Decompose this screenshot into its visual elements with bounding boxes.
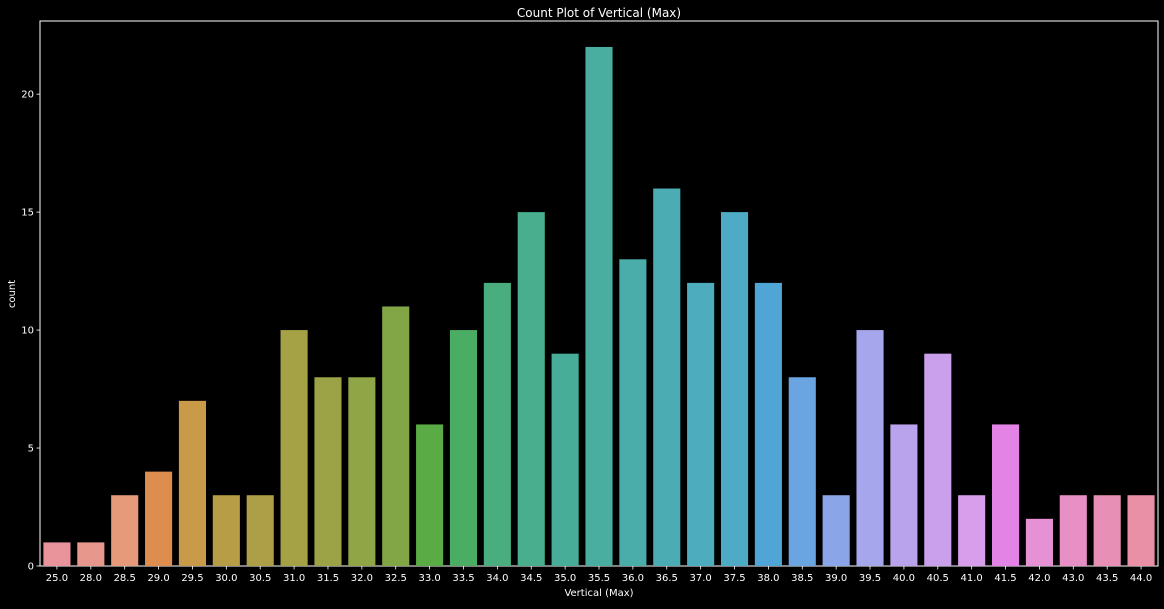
x-tick-label: 28.5: [114, 573, 136, 584]
y-tick-label: 5: [28, 444, 34, 455]
bar-36.0: [619, 259, 647, 566]
x-tick-label: 41.0: [961, 573, 983, 584]
x-tick-label: 37.0: [690, 573, 712, 584]
bar-31.5: [314, 377, 342, 566]
x-axis-title: Vertical (Max): [564, 588, 633, 599]
bar-38.0: [754, 282, 782, 566]
bar-35.5: [585, 46, 613, 566]
bar-44.0: [1127, 495, 1155, 566]
y-axis-title: count: [7, 280, 18, 308]
bar-39.0: [822, 495, 850, 566]
x-tick-label: 30.0: [215, 573, 237, 584]
x-tick-label: 41.5: [994, 573, 1016, 584]
x-tick-label: 43.5: [1096, 573, 1118, 584]
bar-33.0: [416, 424, 444, 566]
chart-title: Count Plot of Vertical (Max): [517, 6, 681, 20]
x-tick-label: 32.5: [385, 573, 407, 584]
x-tick-label: 40.0: [893, 573, 915, 584]
bar-40.0: [890, 424, 918, 566]
bar-28.5: [111, 495, 139, 566]
x-tick-label: 35.0: [554, 573, 576, 584]
bars-group: [43, 46, 1155, 567]
x-tick-label: 40.5: [927, 573, 949, 584]
y-tick-label: 20: [21, 90, 34, 101]
bar-42.0: [1025, 518, 1053, 566]
bar-31.0: [280, 330, 308, 566]
bar-34.5: [517, 212, 545, 567]
bar-37.5: [720, 212, 749, 567]
bar-41.5: [991, 424, 1020, 566]
x-tick-label: 31.5: [317, 573, 339, 584]
x-tick-label: 38.5: [791, 573, 813, 584]
x-tick-label: 38.0: [757, 573, 779, 584]
bar-25.0: [43, 542, 71, 566]
y-tick-label: 10: [21, 326, 34, 337]
bar-32.0: [348, 377, 376, 566]
bar-43.5: [1093, 495, 1121, 566]
bar-37.0: [687, 282, 715, 566]
x-tick-label: 33.5: [452, 573, 474, 584]
y-tick-label: 15: [21, 208, 34, 219]
x-tick-label: 36.5: [656, 573, 678, 584]
x-tick-label: 29.5: [181, 573, 203, 584]
x-tick-label: 36.0: [622, 573, 644, 584]
bar-41.0: [958, 495, 986, 566]
x-tick-label: 30.5: [249, 573, 271, 584]
x-tick-label: 34.5: [520, 573, 542, 584]
x-tick-label: 34.0: [486, 573, 508, 584]
x-tick-label: 29.0: [147, 573, 169, 584]
x-tick-label: 33.0: [418, 573, 440, 584]
bar-43.0: [1059, 495, 1087, 566]
x-tick-label: 32.0: [351, 573, 373, 584]
x-tick-label: 31.0: [283, 573, 305, 584]
x-tick-label: 39.0: [825, 573, 847, 584]
bar-40.5: [924, 353, 952, 566]
bar-29.0: [145, 471, 173, 566]
x-tick-label: 43.0: [1062, 573, 1084, 584]
x-tick-label: 35.5: [588, 573, 610, 584]
bar-36.5: [653, 188, 681, 567]
x-tick-label: 28.0: [80, 573, 102, 584]
bar-28.0: [77, 542, 105, 566]
bar-29.5: [178, 400, 207, 566]
x-axis-ticks: 25.0 28.0 28.5 29.0 29.5 30.0 30.5 31.0 31.5 32.0…: [46, 566, 1152, 584]
bar-39.5: [856, 330, 884, 566]
bar-30.0: [212, 495, 240, 566]
bar-38.5: [788, 377, 816, 566]
bar-34.0: [483, 282, 511, 566]
y-axis-ticks: 0 5 10 15 20: [21, 90, 40, 573]
x-tick-label: 39.5: [859, 573, 881, 584]
bar-35.0: [551, 353, 579, 566]
bar-33.5: [449, 330, 478, 566]
x-tick-label: 44.0: [1130, 573, 1152, 584]
bar-30.5: [246, 495, 274, 566]
y-tick-label: 0: [28, 562, 34, 573]
x-tick-label: 42.0: [1028, 573, 1050, 584]
bar-32.5: [382, 306, 410, 566]
x-tick-label: 25.0: [46, 573, 68, 584]
x-tick-label: 37.5: [723, 573, 745, 584]
